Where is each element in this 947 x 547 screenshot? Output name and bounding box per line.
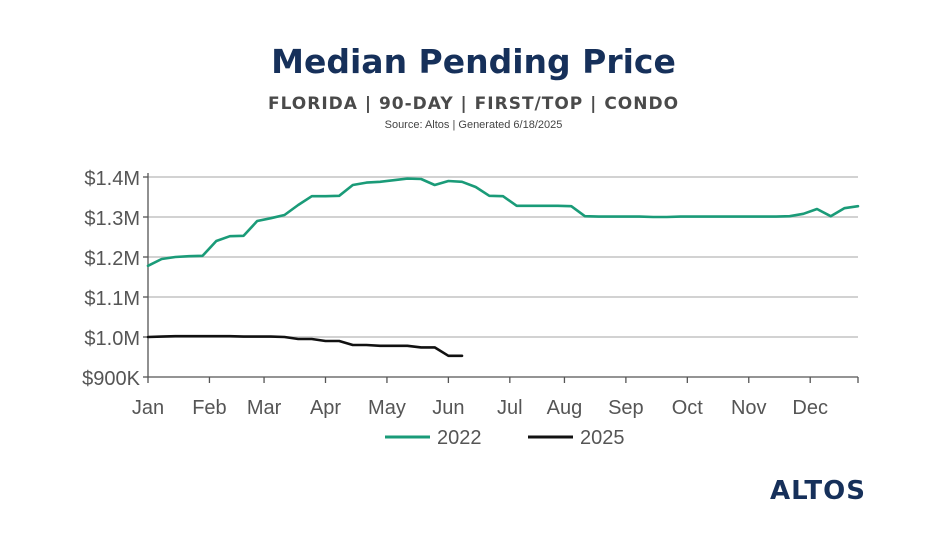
- altos-logo: ALTOS: [770, 476, 866, 506]
- x-tick-label: Apr: [310, 397, 341, 419]
- y-tick-label: $1.0M: [84, 328, 140, 350]
- chart-subtitle: FLORIDA | 90-DAY | FIRST/TOP | CONDO: [267, 94, 680, 114]
- y-tick-label: $1.1M: [84, 288, 140, 310]
- x-tick-label: Nov: [731, 397, 767, 419]
- y-tick-label: $1.4M: [84, 168, 140, 190]
- series-line-2022: [146, 177, 860, 268]
- x-tick-label: Mar: [247, 397, 282, 419]
- series-line-2025: [146, 334, 464, 358]
- y-tick-label: $1.2M: [84, 248, 140, 270]
- legend-label-2022: 2022: [437, 427, 482, 449]
- x-tick-label: May: [368, 397, 406, 419]
- x-tick-label: Jan: [132, 397, 164, 419]
- x-tick-label: Aug: [547, 397, 583, 419]
- y-tick-label: $900K: [82, 368, 140, 390]
- y-tick-label: $1.3M: [84, 208, 140, 230]
- x-tick-label: Dec: [792, 397, 828, 419]
- source-note: Source: Altos | Generated 6/18/2025: [384, 119, 563, 131]
- x-tick-label: Oct: [672, 397, 704, 419]
- x-tick-label: Jul: [497, 397, 523, 419]
- x-tick-label: Jun: [432, 397, 464, 419]
- x-tick-label: Sep: [608, 397, 644, 419]
- x-tick-label: Feb: [192, 397, 226, 419]
- chart-title: Median Pending Price: [271, 42, 676, 81]
- legend-label-2025: 2025: [580, 427, 625, 449]
